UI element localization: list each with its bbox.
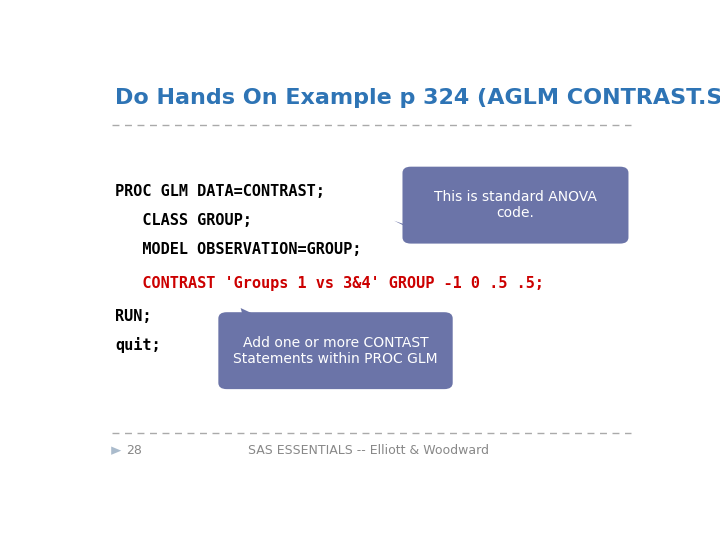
- FancyBboxPatch shape: [218, 312, 453, 389]
- Text: Add one or more CONTAST
Statements within PROC GLM: Add one or more CONTAST Statements withi…: [233, 335, 438, 366]
- Polygon shape: [240, 308, 263, 319]
- Text: This is standard ANOVA
code.: This is standard ANOVA code.: [434, 190, 597, 220]
- Text: Do Hands On Example p 324 (AGLM CONTRAST.SAS): Do Hands On Example p 324 (AGLM CONTRAST…: [115, 87, 720, 107]
- Text: MODEL OBSERVATION=GROUP;: MODEL OBSERVATION=GROUP;: [115, 242, 361, 258]
- Text: 28: 28: [126, 444, 142, 457]
- Text: CONTRAST 'Groups 1 vs 3&4' GROUP -1 0 .5 .5;: CONTRAST 'Groups 1 vs 3&4' GROUP -1 0 .5…: [115, 275, 544, 291]
- Text: PROC GLM DATA=CONTRAST;: PROC GLM DATA=CONTRAST;: [115, 184, 325, 199]
- Polygon shape: [394, 221, 441, 238]
- Text: RUN;: RUN;: [115, 309, 152, 324]
- Text: quit;: quit;: [115, 338, 161, 354]
- FancyBboxPatch shape: [402, 167, 629, 244]
- Text: SAS ESSENTIALS -- Elliott & Woodward: SAS ESSENTIALS -- Elliott & Woodward: [248, 444, 490, 457]
- Polygon shape: [111, 447, 121, 455]
- Text: CLASS GROUP;: CLASS GROUP;: [115, 213, 252, 228]
